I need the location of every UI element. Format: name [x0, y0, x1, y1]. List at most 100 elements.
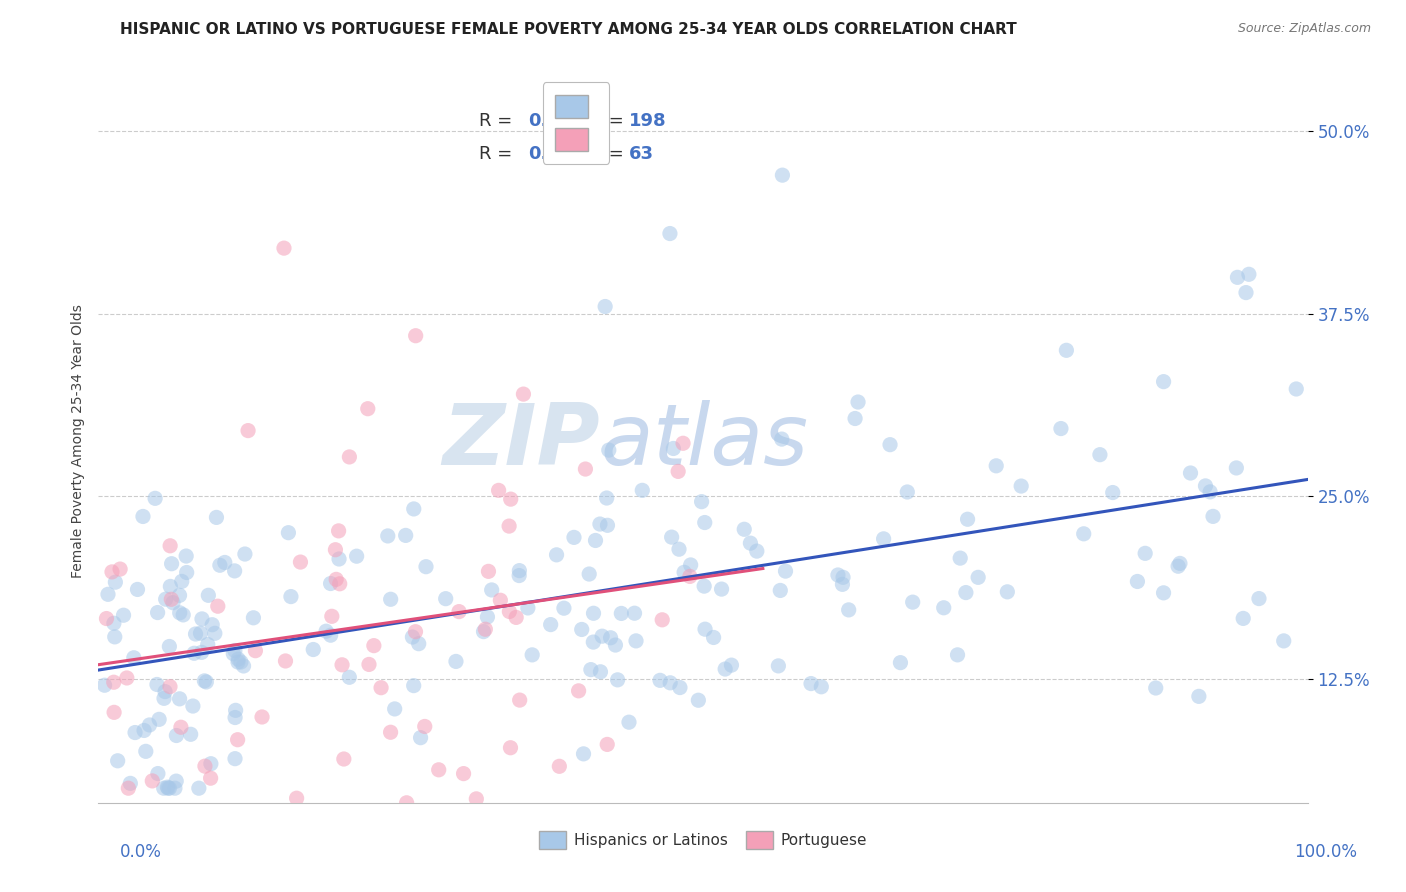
Point [226, 732, 249, 747]
Point [1101, 485, 1123, 500]
Point [319, 576, 342, 591]
Point [408, 637, 430, 651]
Point [124, 725, 146, 739]
Point [571, 623, 593, 637]
Point [174, 549, 197, 563]
Point [200, 771, 222, 785]
Point [224, 710, 246, 724]
Point [474, 622, 496, 636]
Point [274, 654, 297, 668]
Point [1010, 479, 1032, 493]
Point [800, 676, 823, 690]
Point [1232, 611, 1254, 625]
Point [226, 652, 249, 666]
Point [103, 675, 125, 690]
Point [1153, 375, 1175, 389]
Point [465, 792, 488, 806]
Point [107, 754, 129, 768]
Point [236, 424, 259, 438]
Point [242, 611, 264, 625]
Point [135, 744, 157, 758]
Point [225, 703, 247, 717]
Point [714, 662, 737, 676]
Point [302, 642, 325, 657]
Point [180, 727, 202, 741]
Point [582, 635, 605, 649]
Point [232, 659, 254, 673]
Point [170, 574, 193, 589]
Point [768, 659, 790, 673]
Point [193, 673, 215, 688]
Point [690, 494, 713, 508]
Point [1054, 343, 1077, 358]
Point [333, 752, 356, 766]
Point [1133, 546, 1156, 560]
Point [208, 558, 231, 573]
Point [661, 530, 683, 544]
Point [1153, 586, 1175, 600]
Point [146, 606, 169, 620]
Point [1126, 574, 1149, 589]
Point [1088, 448, 1111, 462]
Point [606, 673, 628, 687]
Point [321, 609, 343, 624]
Point [648, 673, 671, 688]
Point [377, 529, 399, 543]
Point [183, 646, 205, 660]
Point [138, 718, 160, 732]
Point [363, 639, 385, 653]
Point [1194, 479, 1216, 493]
Point [745, 544, 768, 558]
Point [184, 627, 207, 641]
Point [775, 564, 797, 578]
Point [169, 691, 191, 706]
Text: 0.0%: 0.0% [120, 843, 162, 861]
Point [986, 458, 1008, 473]
Point [444, 655, 467, 669]
Point [395, 528, 418, 542]
Point [153, 684, 176, 698]
Point [693, 622, 716, 636]
Point [103, 706, 125, 720]
Point [273, 241, 295, 255]
Point [838, 603, 860, 617]
Point [710, 582, 733, 596]
Point [117, 781, 139, 796]
Point [181, 699, 204, 714]
Text: ZIP: ZIP [443, 400, 600, 483]
Point [330, 657, 353, 672]
Point [176, 566, 198, 580]
Point [190, 645, 212, 659]
Point [591, 629, 613, 643]
Point [325, 573, 347, 587]
Point [666, 464, 689, 478]
Point [662, 442, 685, 456]
Point [413, 719, 436, 733]
Point [617, 715, 640, 730]
Point [872, 532, 894, 546]
Point [598, 443, 620, 458]
Point [489, 593, 512, 607]
Point [357, 657, 380, 672]
Point [207, 599, 229, 614]
Point [153, 691, 176, 706]
Point [165, 774, 187, 789]
Point [1180, 466, 1202, 480]
Point [669, 681, 692, 695]
Point [127, 582, 149, 597]
Point [844, 411, 866, 425]
Point [337, 670, 360, 684]
Point [770, 432, 793, 446]
Point [1234, 285, 1257, 300]
Point [157, 781, 180, 796]
Point [152, 781, 174, 796]
Point [578, 567, 600, 582]
Point [949, 551, 972, 566]
Point [357, 401, 380, 416]
Point [562, 530, 585, 544]
Point [832, 570, 855, 584]
Point [197, 638, 219, 652]
Point [195, 675, 218, 690]
Text: atlas: atlas [600, 400, 808, 483]
Point [97, 587, 120, 601]
